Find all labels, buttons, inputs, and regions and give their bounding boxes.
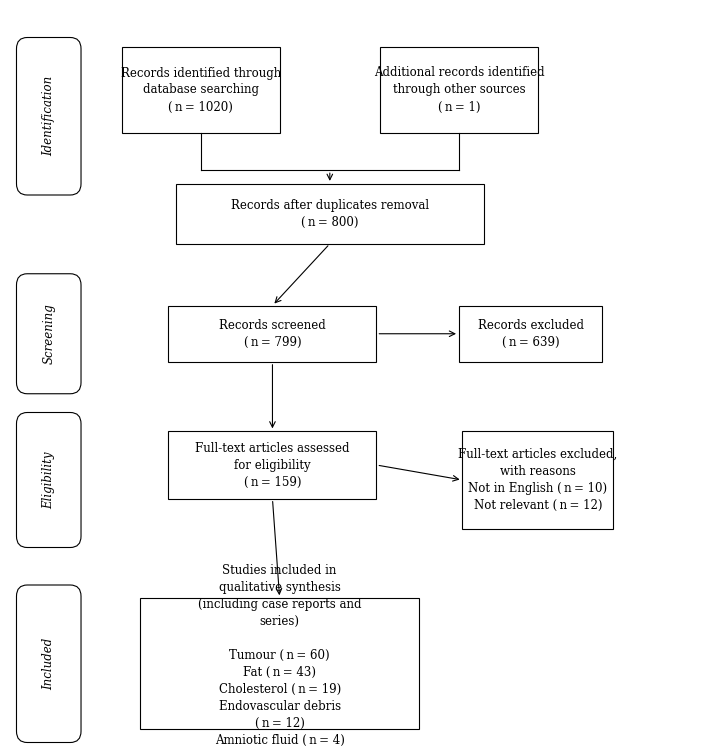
Bar xyxy=(459,306,602,362)
Text: Records screened
( n = 799): Records screened ( n = 799) xyxy=(219,319,326,349)
Text: Identification: Identification xyxy=(42,76,55,157)
Bar xyxy=(122,46,280,134)
Text: Records identified through
database searching
( n = 1020): Records identified through database sear… xyxy=(120,67,281,113)
FancyBboxPatch shape xyxy=(16,38,81,195)
FancyBboxPatch shape xyxy=(16,413,81,548)
Bar xyxy=(168,306,376,362)
Text: Additional records identified
through other sources
( n = 1): Additional records identified through ot… xyxy=(374,67,544,113)
Bar xyxy=(176,184,484,244)
Bar xyxy=(168,431,376,499)
Bar xyxy=(140,598,419,729)
Text: Full-text articles assessed
for eligibility
( n = 159): Full-text articles assessed for eligibil… xyxy=(195,442,350,488)
FancyBboxPatch shape xyxy=(16,274,81,394)
Text: Records excluded
( n = 639): Records excluded ( n = 639) xyxy=(478,319,584,349)
Text: Full-text articles excluded,
with reasons
Not in English ( n = 10)
Not relevant : Full-text articles excluded, with reason… xyxy=(458,448,617,512)
Bar xyxy=(462,431,613,529)
Text: Records after duplicates removal
( n = 800): Records after duplicates removal ( n = 8… xyxy=(231,199,429,229)
Text: Eligibility: Eligibility xyxy=(42,452,55,509)
Text: Included: Included xyxy=(42,638,55,690)
Text: Screening: Screening xyxy=(42,303,55,364)
FancyBboxPatch shape xyxy=(16,585,81,742)
Text: Studies included in
qualitative synthesis
(including case reports and
series)

T: Studies included in qualitative synthesi… xyxy=(198,564,361,750)
Bar xyxy=(380,46,538,134)
